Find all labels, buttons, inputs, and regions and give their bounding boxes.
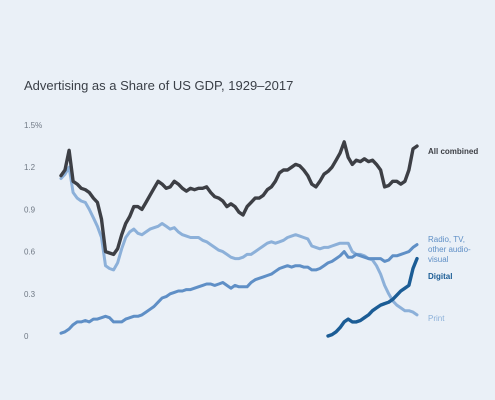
y-tick-label: 1.2 [24, 163, 36, 172]
series-label-radio-tv-line1: Radio, TV, [428, 235, 465, 244]
series-line-digital [326, 256, 419, 338]
series-line-radio-tv-other-audio-visual [59, 243, 419, 335]
series-line-print [59, 165, 419, 317]
series-label-radio-tv-line3: visual [428, 255, 449, 264]
series-labels: All combined Radio, TV, other audio- vis… [428, 147, 478, 323]
y-tick-label: 0.6 [24, 248, 36, 257]
series-label-radio-tv-line2: other audio- [428, 245, 471, 254]
series-label-digital: Digital [428, 272, 452, 281]
series-lines [59, 140, 419, 338]
y-tick-label: 0 [24, 332, 29, 341]
y-tick-label: 0.9 [24, 205, 36, 214]
series-line-all-combined [59, 140, 419, 257]
series-label-all-combined: All combined [428, 147, 478, 156]
y-axis: 0 0.3 0.6 0.9 1.2 1.5% [24, 121, 42, 341]
chart-title: Advertising as a Share of US GDP, 1929–2… [24, 78, 294, 93]
y-tick-label: 0.3 [24, 290, 36, 299]
series-label-print: Print [428, 314, 445, 323]
y-tick-label: 1.5% [24, 121, 42, 130]
